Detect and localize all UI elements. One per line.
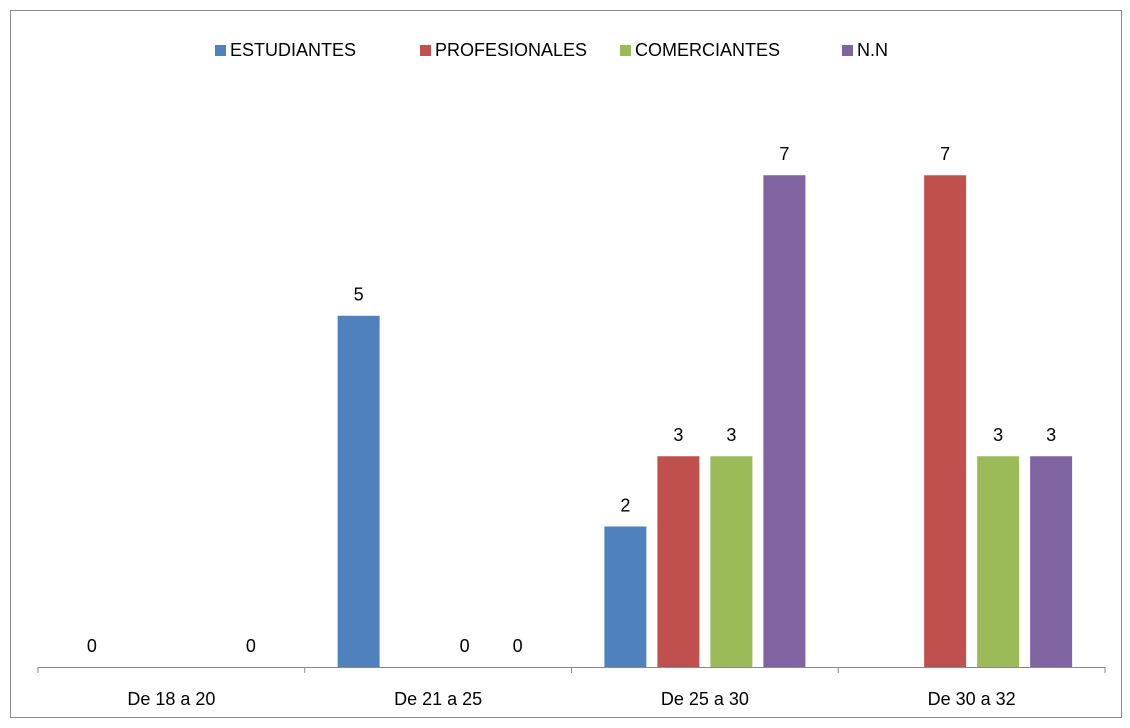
legend-label: PROFESIONALES — [435, 40, 587, 60]
value-label: 0 — [460, 636, 470, 656]
value-label: 7 — [779, 144, 789, 164]
bar — [924, 175, 967, 667]
value-label: 2 — [620, 495, 630, 515]
bar — [763, 175, 806, 667]
bar — [710, 456, 753, 667]
value-label: 5 — [354, 285, 364, 305]
value-label: 3 — [673, 425, 683, 445]
legend-swatch — [842, 45, 853, 56]
legend-swatch — [215, 45, 226, 56]
x-tick-label: De 18 a 20 — [127, 689, 215, 709]
value-label: 0 — [87, 636, 97, 656]
value-label: 7 — [940, 144, 950, 164]
legend-label: ESTUDIANTES — [230, 40, 356, 60]
bar — [604, 526, 647, 667]
bar — [977, 456, 1020, 667]
value-label: 3 — [726, 425, 736, 445]
value-label: 0 — [513, 636, 523, 656]
value-label: 3 — [1046, 425, 1056, 445]
bar — [337, 315, 380, 667]
value-label: 3 — [993, 425, 1003, 445]
legend-label: N.N — [857, 40, 888, 60]
x-tick-label: De 21 a 25 — [394, 689, 482, 709]
x-tick-label: De 30 a 32 — [928, 689, 1016, 709]
legend-label: COMERCIANTES — [635, 40, 780, 60]
bar — [657, 456, 700, 667]
value-label: 0 — [246, 636, 256, 656]
x-tick-label: De 25 a 30 — [661, 689, 749, 709]
legend-swatch — [620, 45, 631, 56]
bar — [1030, 456, 1073, 667]
legend-swatch — [420, 45, 431, 56]
